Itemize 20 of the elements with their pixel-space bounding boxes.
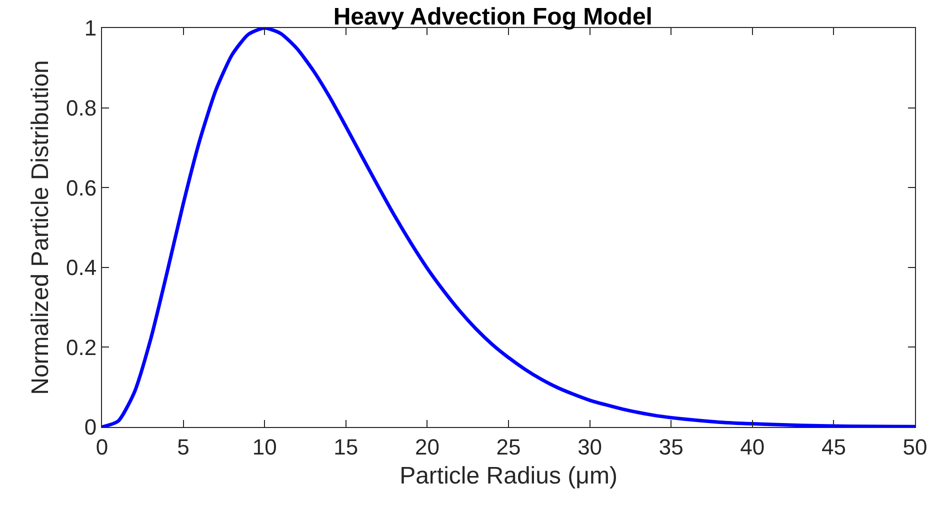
x-tick-label: 25 [496,434,521,460]
x-tick-label: 15 [334,434,358,460]
x-tick-label: 45 [821,434,846,460]
x-tick-label: 50 [902,434,928,460]
x-tick-label: 40 [740,434,765,460]
line-series [102,28,915,427]
x-tick-label: 30 [578,434,602,460]
y-tick-label: 0.2 [66,334,97,360]
chart-title: Heavy Advection Fog Model [333,3,652,30]
y-axis-title: Normalized Particle Distribution [27,60,54,395]
y-tick-label: 0.8 [66,96,97,120]
y-tick-label: 0 [84,414,97,440]
y-tick-label: 1 [84,16,97,41]
x-tick-label: 35 [658,434,684,460]
y-tick-label: 0.6 [66,175,97,200]
y-tick-label: 0.4 [66,255,97,280]
x-axis-title: Particle Radius (μm) [400,462,618,490]
x-tick-label: 10 [252,434,277,460]
x-tick-label: 5 [177,434,190,460]
x-tick-label: 20 [414,434,440,460]
